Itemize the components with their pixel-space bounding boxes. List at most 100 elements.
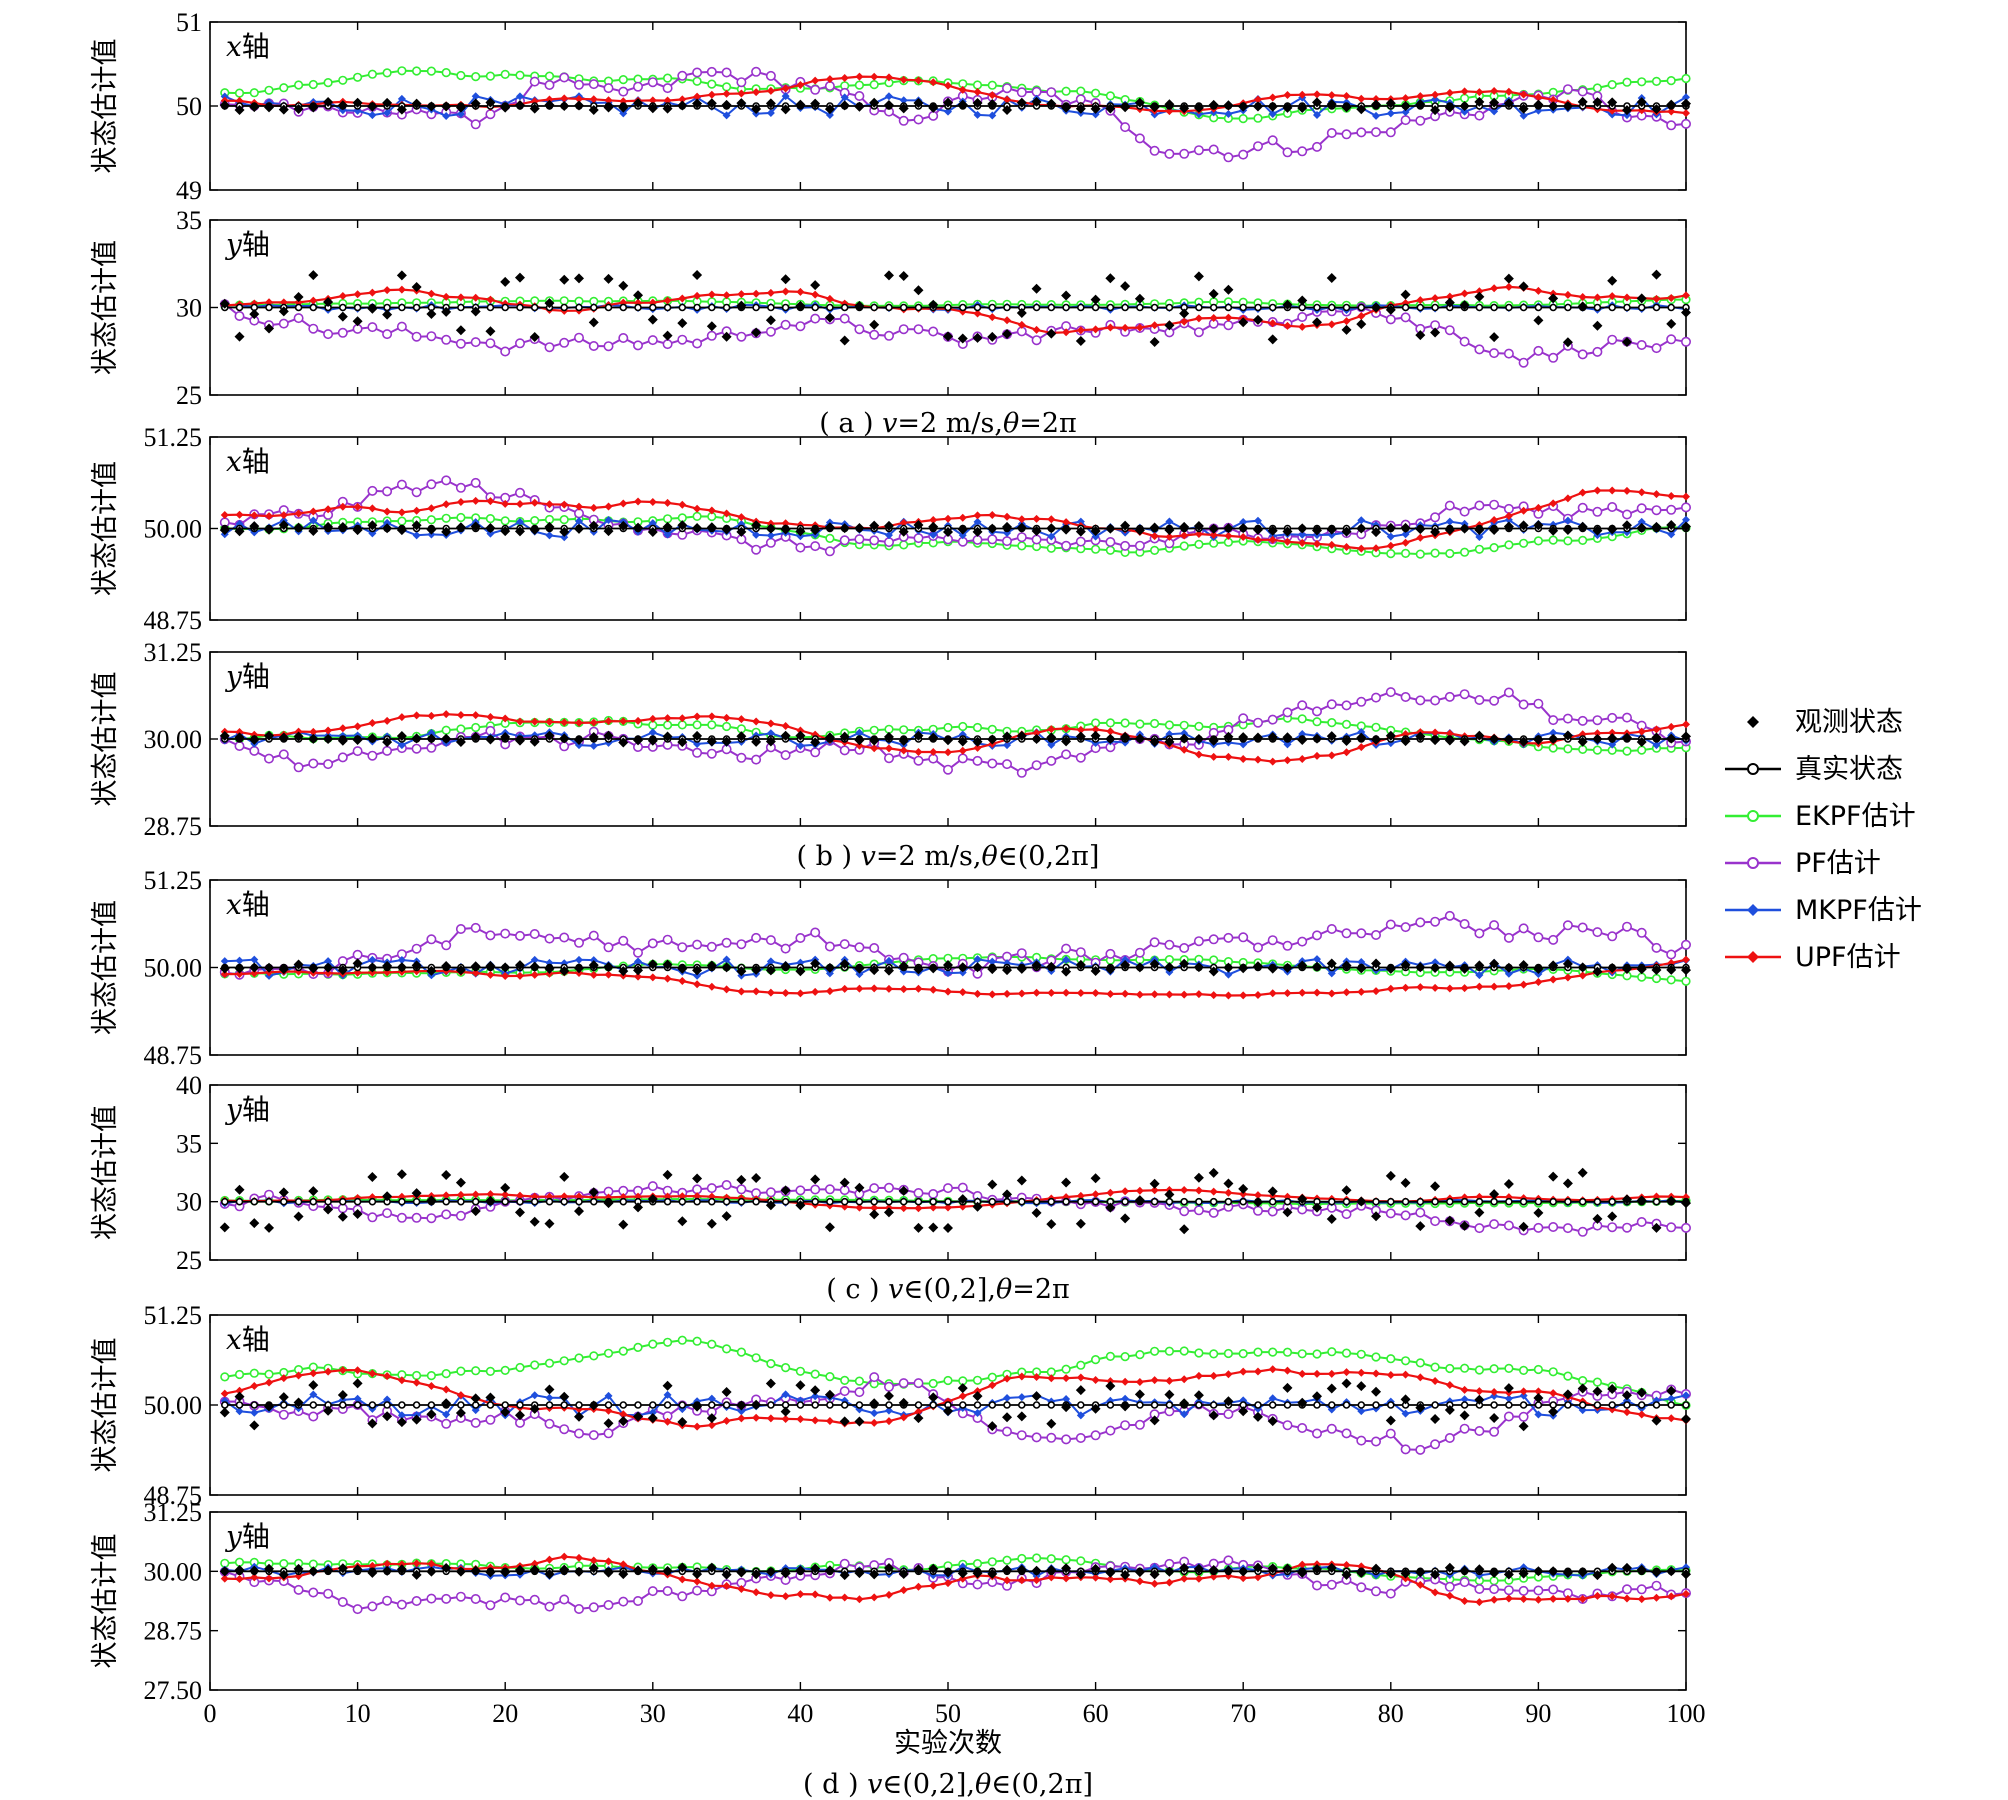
upf-series-point xyxy=(545,95,554,104)
true-series-point xyxy=(1446,1197,1454,1206)
observed-series-point xyxy=(692,523,703,534)
observed-series-point xyxy=(1400,1177,1411,1188)
pf-series-point xyxy=(1430,512,1441,523)
observed-series-point xyxy=(987,98,998,109)
observed-series-point xyxy=(603,273,614,284)
upf-series-point xyxy=(397,508,406,517)
observed-series-point xyxy=(706,1218,717,1229)
upf-series-point xyxy=(1165,532,1174,541)
upf-series-point xyxy=(929,78,938,87)
pf-series-point xyxy=(1267,935,1278,946)
true-series-point xyxy=(840,303,849,312)
pf-series-point xyxy=(736,77,747,88)
true-series-point xyxy=(1505,1197,1513,1206)
observed-series-point xyxy=(1681,521,1691,532)
true-series-point xyxy=(914,1197,923,1206)
upf-series-point xyxy=(515,499,524,508)
observed-series-point xyxy=(662,103,673,114)
observed-series-point xyxy=(367,1172,378,1183)
ekpf-series-point xyxy=(1563,1371,1573,1381)
pf-series-point xyxy=(1548,1584,1559,1595)
upf-series-point xyxy=(1135,1577,1144,1586)
pf-series-point xyxy=(810,927,821,938)
observed-series-point xyxy=(249,1218,260,1229)
ekpf-series-point xyxy=(249,88,259,98)
pf-series-point xyxy=(1562,84,1573,95)
ekpf-series-point xyxy=(264,1369,274,1379)
mkpf-series-point xyxy=(1165,517,1174,526)
true-series-point xyxy=(1195,1401,1203,1409)
upf-series-point xyxy=(1017,515,1026,524)
upf-series-point xyxy=(1091,988,1100,997)
observed-series-point xyxy=(1002,731,1013,742)
pf-series-point xyxy=(441,1209,452,1220)
upf-series-point xyxy=(1194,529,1203,538)
pf-series-point xyxy=(1179,148,1190,159)
ekpf-series-point xyxy=(1637,972,1647,982)
observed-series-point xyxy=(1208,288,1219,299)
ekpf-series-point xyxy=(648,1339,658,1349)
upf-series-point xyxy=(1431,1376,1440,1385)
true-series-point xyxy=(1032,303,1041,312)
ekpf-series-point xyxy=(1194,721,1204,732)
pf-series-point xyxy=(1400,312,1411,323)
observed-series-point xyxy=(588,317,599,328)
upf-series-point xyxy=(663,296,672,305)
upf-series-point xyxy=(1062,988,1071,997)
observed-series-point xyxy=(854,1416,865,1427)
true-series-point xyxy=(1165,303,1174,312)
upf-series-point xyxy=(1460,289,1469,298)
observed-series-point xyxy=(854,300,865,311)
ekpf-series-point xyxy=(1371,1352,1381,1362)
upf-series-point xyxy=(1017,320,1026,329)
upf-series-point xyxy=(368,504,377,513)
upf-series-point xyxy=(294,509,303,518)
upf-series-point xyxy=(1549,499,1558,508)
pf-series-point xyxy=(1474,344,1485,355)
upf-series-point xyxy=(1445,88,1454,97)
true-series-point xyxy=(1578,1197,1587,1206)
upf-series-point xyxy=(825,1593,834,1602)
true-series-point xyxy=(1003,303,1011,312)
pf-series-point xyxy=(692,747,703,758)
pf-series-point xyxy=(352,949,363,960)
observed-series-point xyxy=(1666,99,1677,110)
upf-series-point xyxy=(1342,988,1351,997)
ekpf-series-point xyxy=(1592,745,1602,755)
upf-series-point xyxy=(545,717,554,726)
true-series-point xyxy=(1431,1401,1439,1409)
ekpf-series-point xyxy=(943,722,953,733)
upf-series-point xyxy=(1283,989,1292,998)
ekpf-series-point xyxy=(987,1557,997,1567)
pf-series-point xyxy=(706,748,717,759)
true-series-point xyxy=(368,1197,377,1206)
pf-series-point xyxy=(706,1183,717,1194)
y-tick-label: 51 xyxy=(176,8,202,37)
observed-series-point xyxy=(1474,730,1485,741)
upf-series-point xyxy=(1268,757,1277,766)
observed-series-point xyxy=(824,312,835,323)
true-series-point xyxy=(870,1197,879,1206)
pf-series-point xyxy=(278,1409,289,1420)
pf-series-point xyxy=(898,324,909,335)
true-series-point xyxy=(944,303,952,312)
ekpf-series-point xyxy=(972,1558,983,1569)
upf-series-point xyxy=(678,500,687,509)
pf-series-point xyxy=(367,1212,378,1223)
ekpf-series-point xyxy=(1533,536,1543,546)
axis-tag: x轴 xyxy=(226,1323,270,1356)
pf-series-point xyxy=(1415,695,1426,706)
observed-series-point xyxy=(1149,1178,1160,1189)
observed-series-point xyxy=(455,325,466,336)
upf-series-point xyxy=(250,1381,259,1390)
pf-series-point xyxy=(883,753,894,764)
true-series-point xyxy=(1652,1197,1661,1206)
upf-series-point xyxy=(1003,316,1012,325)
y-tick-label: 27.50 xyxy=(144,1676,203,1705)
pf-series-point xyxy=(1312,706,1323,717)
pf-series-point xyxy=(1223,152,1234,163)
upf-series-point xyxy=(1416,1373,1425,1382)
observed-series-point xyxy=(264,524,275,535)
mkpf-series-point xyxy=(648,519,657,528)
